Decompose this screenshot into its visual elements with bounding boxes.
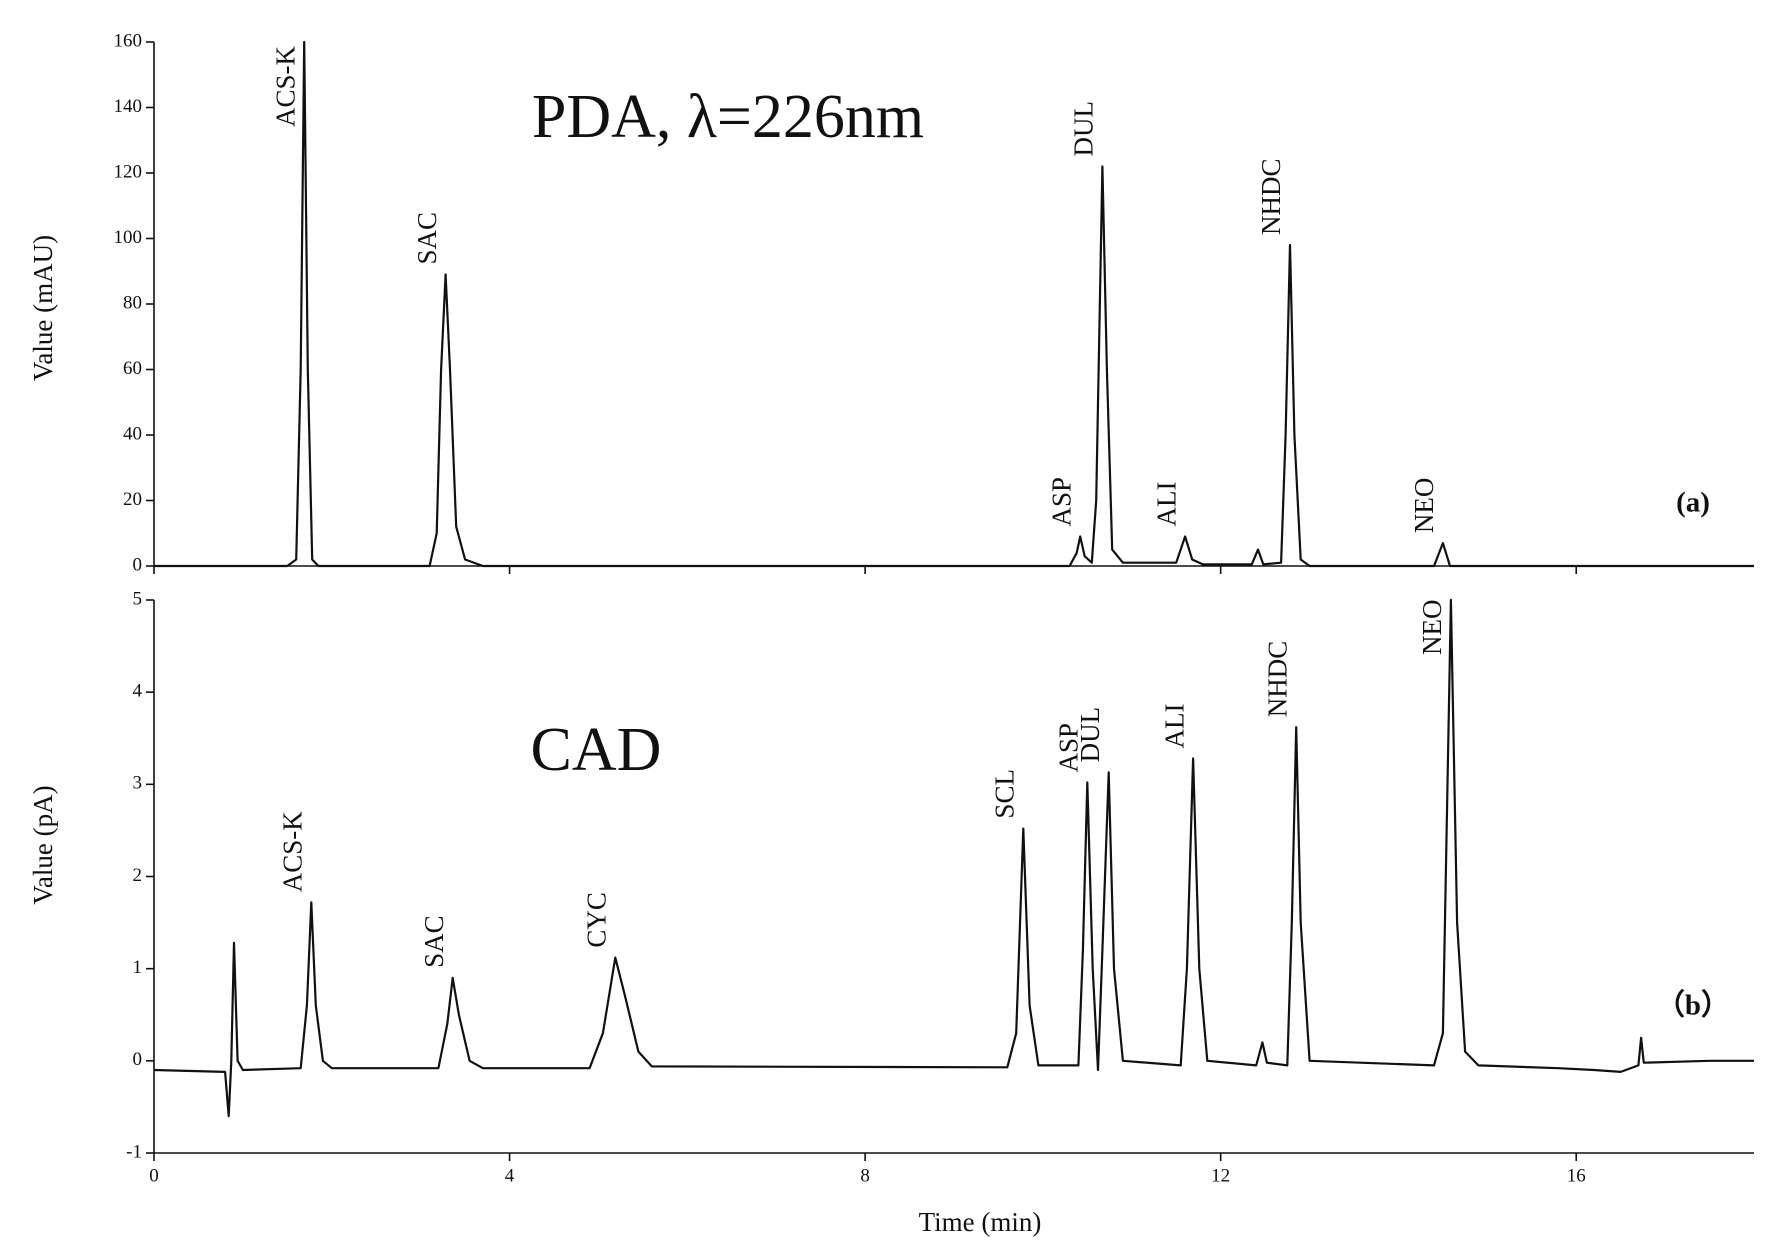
axis — [153, 42, 1754, 567]
trace — [154, 40, 1754, 568]
peak-label: ASP — [1046, 477, 1076, 527]
chart-title: CAD — [531, 716, 662, 784]
peak-label: ACS-K — [270, 45, 300, 127]
y-tick-label: 0 — [133, 554, 143, 575]
y-tick-label: 1 — [133, 957, 143, 978]
peak-label: ALI — [1159, 704, 1189, 749]
x-tick-label: 16 — [1567, 1165, 1586, 1186]
panel-label: (a) — [1676, 487, 1710, 519]
peak-label: NEO — [1409, 478, 1439, 534]
peak-label: NHDC — [1262, 641, 1292, 718]
peak-label: SAC — [412, 212, 442, 265]
peak-label: CYC — [582, 892, 612, 948]
y-axis-label: Value (mAU) — [28, 235, 58, 381]
peak-label: ASP — [1054, 723, 1084, 773]
y-tick-label: 80 — [123, 292, 142, 313]
peak-label: SCL — [990, 769, 1020, 819]
x-tick-label: 8 — [860, 1165, 870, 1186]
peak-label: DUL — [1075, 707, 1105, 763]
y-tick-label: 0 — [133, 1049, 143, 1070]
y-tick-label: -1 — [126, 1141, 142, 1162]
y-tick-label: 140 — [114, 96, 143, 117]
panel-label: （b） — [1656, 989, 1730, 1022]
x-axis-label: Time (min) — [919, 1207, 1042, 1237]
y-tick-label: 4 — [133, 681, 143, 702]
peak-label: DUL — [1069, 101, 1099, 157]
y-tick-label: 3 — [133, 773, 143, 794]
x-tick-label: 12 — [1211, 1165, 1230, 1186]
peak-label: NHDC — [1256, 159, 1286, 236]
y-tick-label: 40 — [123, 423, 142, 444]
y-tick-label: 120 — [114, 161, 143, 182]
y-tick-label: 2 — [133, 865, 143, 886]
peak-label: NEO — [1417, 600, 1447, 656]
chart-title: PDA, λ=226nm — [532, 83, 924, 151]
peak-label: SAC — [419, 915, 449, 968]
peak-label: ACS-K — [278, 811, 308, 893]
y-tick-label: 100 — [114, 227, 143, 248]
y-axis-label: Value (pA) — [28, 785, 58, 904]
y-tick-label: 60 — [123, 358, 142, 379]
trace — [153, 598, 1754, 1118]
y-tick-label: 20 — [123, 489, 142, 510]
peak-label: ALI — [1151, 482, 1181, 527]
x-tick-label: 4 — [505, 1165, 515, 1186]
x-tick-label: 0 — [149, 1165, 159, 1186]
y-tick-label: 5 — [133, 588, 143, 609]
y-tick-label: 160 — [114, 30, 143, 51]
axis — [153, 600, 1754, 1154]
